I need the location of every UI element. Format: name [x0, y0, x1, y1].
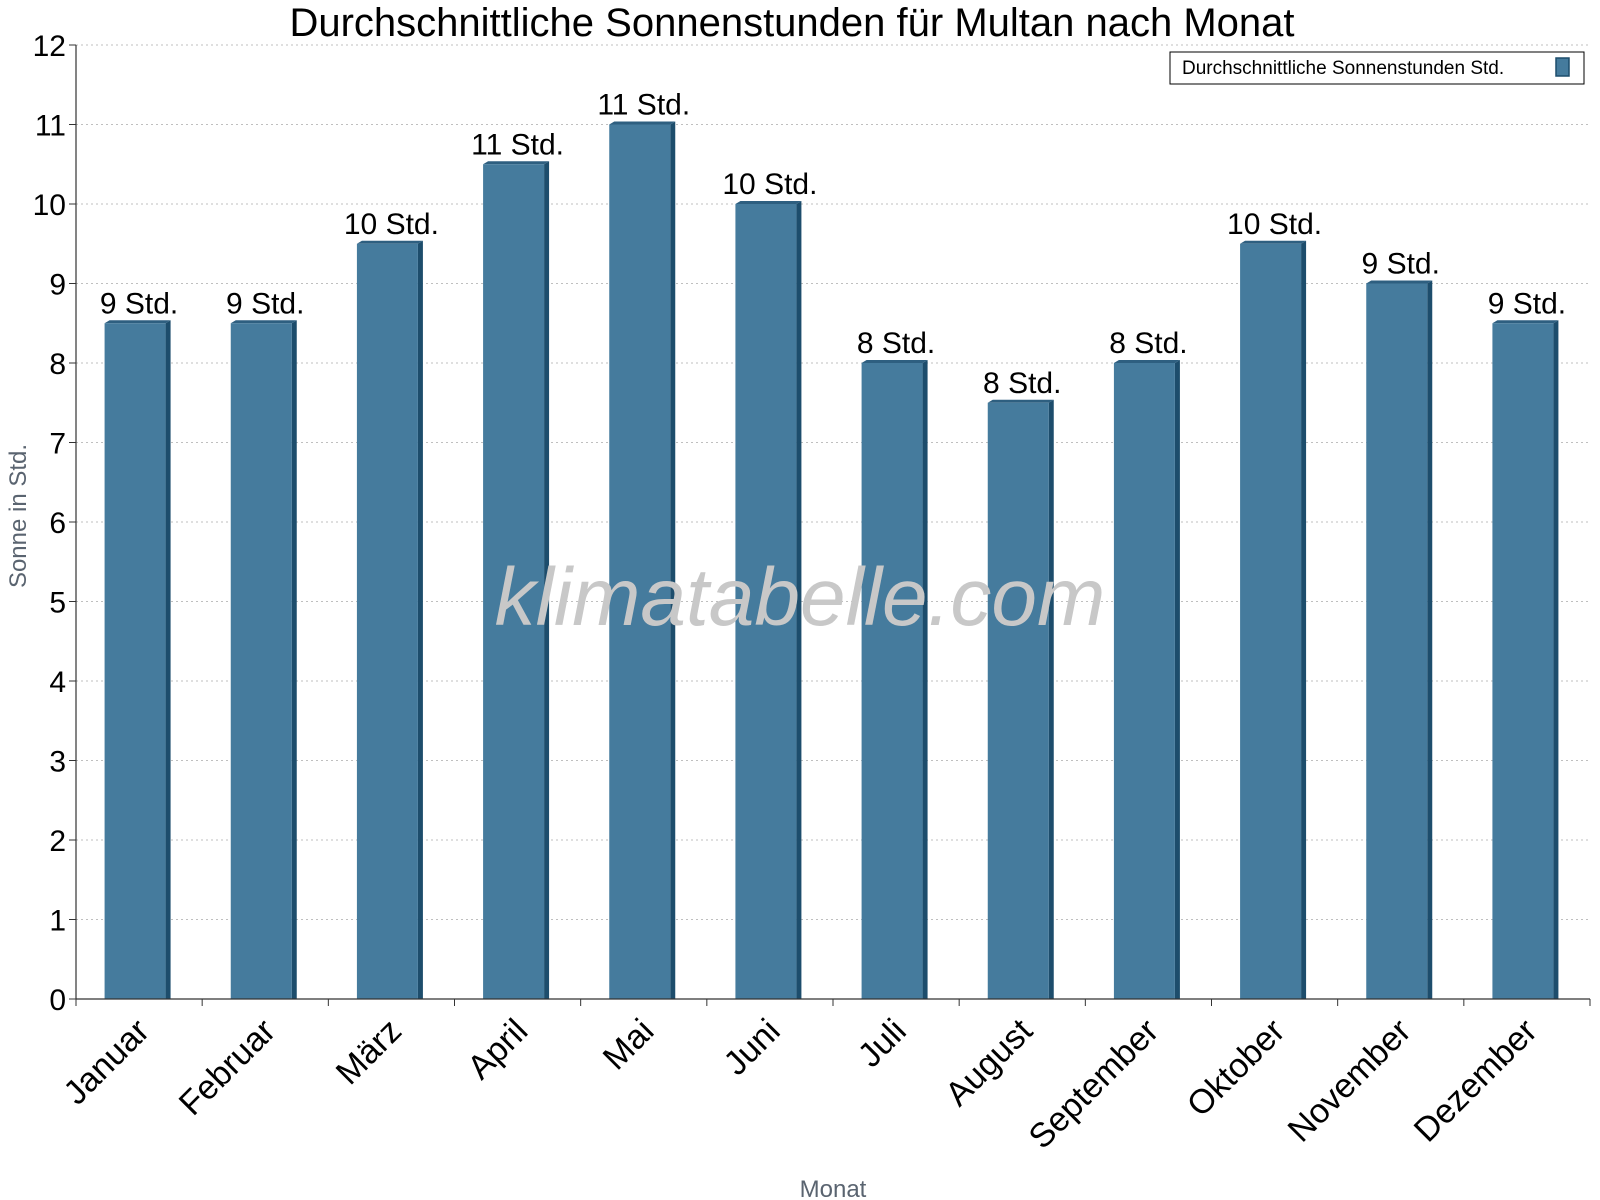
bar — [987, 402, 1049, 999]
y-tick-label: 1 — [49, 905, 66, 938]
data-label: 9 Std. — [226, 287, 304, 320]
x-tick-label: Juli — [851, 1012, 914, 1075]
x-tick-label: Januar — [56, 1012, 156, 1112]
bar-side — [1427, 280, 1433, 999]
bar-top — [1366, 280, 1433, 284]
data-label: 11 Std. — [597, 89, 690, 122]
data-label: 9 Std. — [100, 287, 178, 320]
bar-side — [165, 320, 171, 999]
data-label: 9 Std. — [1362, 248, 1440, 281]
y-tick-label: 8 — [49, 348, 66, 381]
bar-top — [735, 201, 802, 204]
bar — [356, 243, 418, 999]
y-tick-label: 6 — [49, 507, 66, 540]
y-tick-label: 12 — [33, 30, 66, 63]
x-tick-label: Mai — [596, 1012, 662, 1078]
data-label: 8 Std. — [1109, 327, 1187, 360]
bar — [735, 204, 797, 999]
x-tick-label: Juni — [717, 1012, 788, 1083]
legend-box — [1169, 51, 1585, 85]
bar-side — [1174, 360, 1180, 999]
y-tick-label: 9 — [49, 269, 66, 302]
y-tick-label: 10 — [33, 189, 66, 222]
legend-label: Durchschnittliche Sonnenstunden Std. — [1182, 58, 1504, 79]
bar-top — [483, 161, 550, 165]
x-tick-label: August — [938, 1011, 1040, 1113]
bar — [104, 323, 166, 999]
bar-side — [1553, 320, 1559, 999]
data-label: 8 Std. — [857, 327, 935, 360]
bar-top — [1113, 360, 1180, 363]
bar-side — [544, 161, 550, 999]
bar-side — [291, 320, 297, 999]
bar-side — [922, 360, 928, 999]
data-label: 8 Std. — [983, 367, 1061, 400]
y-tick-label: 5 — [49, 587, 66, 620]
bar-top — [1492, 320, 1559, 324]
data-label: 11 Std. — [471, 128, 564, 161]
x-tick-label: September — [1022, 1012, 1166, 1156]
data-label: 9 Std. — [1488, 287, 1566, 320]
y-tick-label: 3 — [49, 746, 66, 779]
bar — [1366, 283, 1428, 999]
data-label: 10 Std. — [1227, 208, 1322, 241]
x-tick-label: März — [329, 1012, 409, 1092]
data-label: 10 Std. — [722, 168, 817, 201]
bar-top — [609, 121, 676, 125]
bar — [609, 124, 671, 999]
bar — [230, 323, 292, 999]
legend: Durchschnittliche Sonnenstunden Std. — [1169, 51, 1585, 85]
data-label: 10 Std. — [344, 208, 439, 241]
bar-side — [1301, 240, 1307, 999]
bar-series — [104, 121, 1559, 999]
bar-side — [417, 240, 423, 999]
x-tick-label: Dezember — [1407, 1012, 1545, 1150]
y-tick-label: 0 — [49, 984, 66, 1017]
data-labels: 9 Std. 9 Std. 10 Std. 11 Std. 11 Std. 10 Std.… — [100, 89, 1566, 400]
x-axis-ticks: Januar Februar März April Mai Juni Juli AugustS… — [56, 999, 1591, 1156]
bar — [1492, 323, 1554, 999]
bar — [861, 363, 923, 999]
bar-side — [796, 201, 802, 999]
x-tick-label: Oktober — [1180, 1012, 1292, 1124]
y-tick-label: 2 — [49, 825, 66, 858]
watermark: klimatabelle.com — [495, 552, 1106, 643]
y-tick-label: 11 — [35, 110, 66, 143]
legend-swatch — [1555, 57, 1570, 77]
y-axis-label: Sonne in Std. — [5, 444, 32, 588]
gridlines — [76, 44, 1590, 920]
x-tick-label: November — [1281, 1012, 1419, 1150]
y-tick-label: 7 — [49, 428, 66, 461]
bar — [1240, 243, 1302, 999]
x-tick-label: April — [460, 1012, 535, 1087]
bar-top — [230, 320, 297, 324]
y-tick-label: 4 — [49, 666, 66, 699]
bar-side — [1048, 399, 1054, 999]
x-axis-label: Monat — [800, 1176, 867, 1200]
bar — [483, 164, 545, 999]
chart-title: Durchschnittliche Sonnenstunden für Mult… — [289, 1, 1294, 45]
x-tick-label: Februar — [172, 1012, 283, 1123]
bar — [1113, 363, 1175, 999]
bar-top — [987, 399, 1054, 403]
bar-top — [356, 240, 423, 244]
bar-top — [104, 320, 171, 324]
bar-top — [861, 360, 928, 363]
bar-side — [670, 121, 676, 999]
bar-top — [1240, 240, 1307, 244]
